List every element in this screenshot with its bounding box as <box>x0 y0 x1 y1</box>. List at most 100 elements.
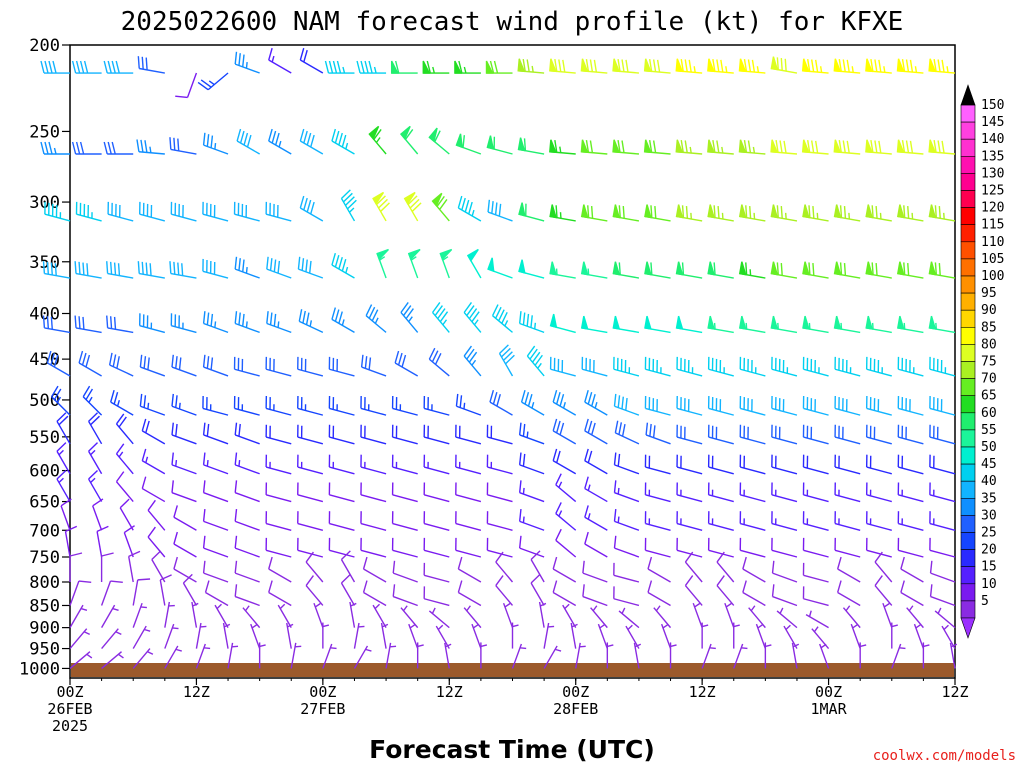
wind-barb <box>234 480 260 503</box>
wind-barb <box>455 482 482 503</box>
colorbar-swatch <box>960 258 976 277</box>
wind-barb <box>331 307 355 334</box>
wind-barb <box>896 315 924 334</box>
wind-barb <box>511 643 527 669</box>
wind-barb <box>771 511 798 531</box>
wind-barb <box>896 139 924 155</box>
colorbar-label: 5 <box>981 594 989 609</box>
wind-barb <box>197 72 229 91</box>
wind-barb <box>738 139 766 155</box>
wind-barb <box>170 201 197 222</box>
wind-barb <box>486 135 513 155</box>
wind-barb <box>191 601 199 628</box>
wind-barb <box>552 418 577 445</box>
wind-barb <box>669 642 677 669</box>
wind-barb <box>455 511 482 531</box>
wind-barb <box>110 390 134 416</box>
wind-barb <box>268 580 292 607</box>
wind-barb <box>390 60 418 74</box>
wind-barb <box>612 261 640 279</box>
colorbar-label: 55 <box>981 423 997 438</box>
wind-barb <box>836 556 861 583</box>
wind-barb <box>543 645 562 669</box>
wind-barb <box>222 622 231 649</box>
wind-barb <box>137 56 165 74</box>
wind-barb <box>897 482 924 503</box>
wind-barb <box>265 356 292 377</box>
wind-barb <box>463 345 482 377</box>
colorbar-swatch <box>960 446 976 465</box>
wind-barb <box>115 471 134 503</box>
wind-barb <box>929 424 956 445</box>
wind-barb <box>171 354 197 377</box>
y-tick-label: 850 <box>29 596 60 616</box>
wind-barb <box>486 537 513 558</box>
x-tick-label: 28FEB <box>553 700 598 718</box>
wind-barb <box>644 315 671 334</box>
wind-barb <box>517 137 545 155</box>
wind-barb <box>132 648 154 669</box>
wind-barb <box>549 356 576 377</box>
wind-barb <box>949 642 958 669</box>
wind-barb <box>164 623 179 649</box>
wind-barb <box>204 580 229 607</box>
wind-barb <box>487 257 513 279</box>
wind-barb <box>234 256 260 279</box>
y-tick-label: 750 <box>29 548 60 568</box>
wind-barb <box>739 396 766 416</box>
wind-barb <box>834 511 861 531</box>
wind-barb <box>141 476 166 503</box>
colorbar-label: 20 <box>981 543 997 558</box>
wind-barb <box>234 509 260 531</box>
x-tick-label: 00Z <box>815 683 842 701</box>
wind-barb <box>897 511 924 531</box>
wind-barb <box>234 51 260 74</box>
wind-barb <box>716 575 735 606</box>
wind-barb <box>549 261 576 279</box>
wind-barb <box>891 643 906 669</box>
wind-barb <box>297 396 324 416</box>
wind-barb <box>644 537 671 558</box>
wind-barb <box>297 511 324 531</box>
wind-barb <box>202 311 229 334</box>
wind-barb <box>613 356 640 377</box>
wind-barb <box>739 424 766 445</box>
wind-barb <box>69 580 92 606</box>
y-tick-label: 700 <box>29 521 60 541</box>
wind-barb <box>69 628 91 650</box>
wind-barb <box>511 622 519 649</box>
wind-barb <box>897 454 924 475</box>
wind-barb <box>834 454 861 475</box>
wind-barb <box>724 602 735 628</box>
wind-barb <box>74 261 102 279</box>
y-axis: 2002503003504004505005506006507007508008… <box>19 36 70 679</box>
wind-barb <box>202 201 229 222</box>
wind-barb <box>486 511 513 531</box>
wind-barb <box>423 511 450 531</box>
wind-barb <box>612 204 640 222</box>
wind-barb <box>495 551 514 583</box>
wind-barb <box>676 537 703 558</box>
wind-barb <box>692 602 703 628</box>
wind-barb <box>360 511 387 531</box>
wind-barb <box>570 622 578 649</box>
wind-barb <box>707 58 734 74</box>
wind-barb <box>182 573 198 606</box>
wind-barb <box>428 347 450 377</box>
wind-barb <box>265 396 292 416</box>
wind-barb <box>423 586 450 607</box>
wind-barb <box>701 622 709 649</box>
wind-barb <box>169 261 197 279</box>
wind-barb <box>265 482 292 503</box>
wind-barb <box>266 311 292 334</box>
wind-barb <box>340 550 356 583</box>
wind-barb <box>92 498 104 531</box>
wind-barb <box>139 313 166 334</box>
wind-barb <box>613 535 640 558</box>
wind-barb <box>549 139 576 155</box>
wind-barb <box>738 261 766 279</box>
wind-barb <box>900 556 924 583</box>
wind-barb <box>432 302 450 333</box>
colorbar-label: 125 <box>981 184 1004 199</box>
wind-barb <box>597 623 608 649</box>
